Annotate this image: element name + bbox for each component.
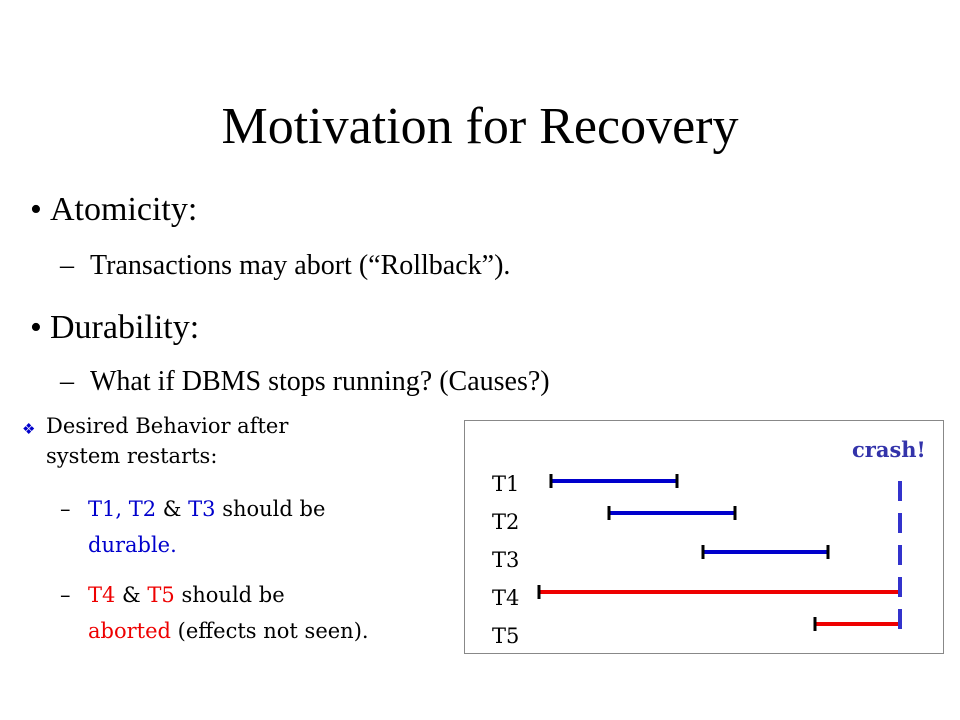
desired-line-1: Desired Behavior after (46, 414, 289, 438)
timeline-lines (537, 474, 902, 641)
t5-row-label: T5 (492, 624, 520, 648)
t3-label: T3 (188, 497, 216, 521)
durable-word: durable. (88, 533, 177, 557)
dash: – (60, 583, 71, 607)
sub-bullet-text: Transactions may abort (“Rollback”). (90, 250, 511, 281)
durable-item: – (60, 494, 71, 524)
t1-t2-label: T1, T2 (88, 497, 157, 521)
desired-line-2: system restarts: (46, 444, 218, 468)
slide-title: Motivation for Recovery (221, 98, 739, 155)
aborted-item: – (60, 580, 71, 610)
dash: – (60, 497, 71, 521)
sub-bullet-text: What if DBMS stops running? (Causes?) (90, 366, 550, 397)
amp: & (156, 497, 189, 521)
sub-bullet-atomicity: – Transactions may abort (“Rollback”). (60, 248, 510, 284)
t2-row-label: T2 (492, 510, 520, 534)
t4-row-label: T4 (492, 586, 520, 610)
aborted-item-line-2: aborted (effects not seen). (88, 616, 369, 646)
t1-row-label: T1 (492, 472, 520, 496)
should-be: should be (174, 583, 285, 607)
dash: – (60, 250, 74, 281)
sub-bullet-durability: – What if DBMS stops running? (Causes?) (60, 364, 550, 400)
t4-label: T4 (88, 583, 116, 607)
diamond-marker-icon: ❖ (22, 422, 36, 438)
dash: – (60, 366, 74, 397)
bullet-dot: • (30, 309, 42, 346)
durable-item-line-1: T1, T2 & T3 should be (88, 494, 325, 524)
aborted-item-line-1: T4 & T5 should be (88, 580, 285, 610)
bullet-dot: • (30, 191, 42, 228)
transaction-timeline: crash! T1 T2 T3 T4 T5 (464, 420, 944, 654)
t3-row-label: T3 (492, 548, 520, 572)
t5-label: T5 (147, 583, 175, 607)
should-be: should be (215, 497, 326, 521)
crash-label: crash! (852, 437, 926, 462)
bullet-label: Atomicity: (50, 191, 198, 228)
bullet-durability: • Durability: (30, 306, 199, 350)
aborted-word: aborted (88, 619, 171, 643)
bullet-atomicity: • Atomicity: (30, 188, 197, 232)
amp: & (115, 583, 148, 607)
bullet-label: Durability: (50, 309, 200, 346)
effects-not-seen: (effects not seen). (170, 619, 369, 643)
